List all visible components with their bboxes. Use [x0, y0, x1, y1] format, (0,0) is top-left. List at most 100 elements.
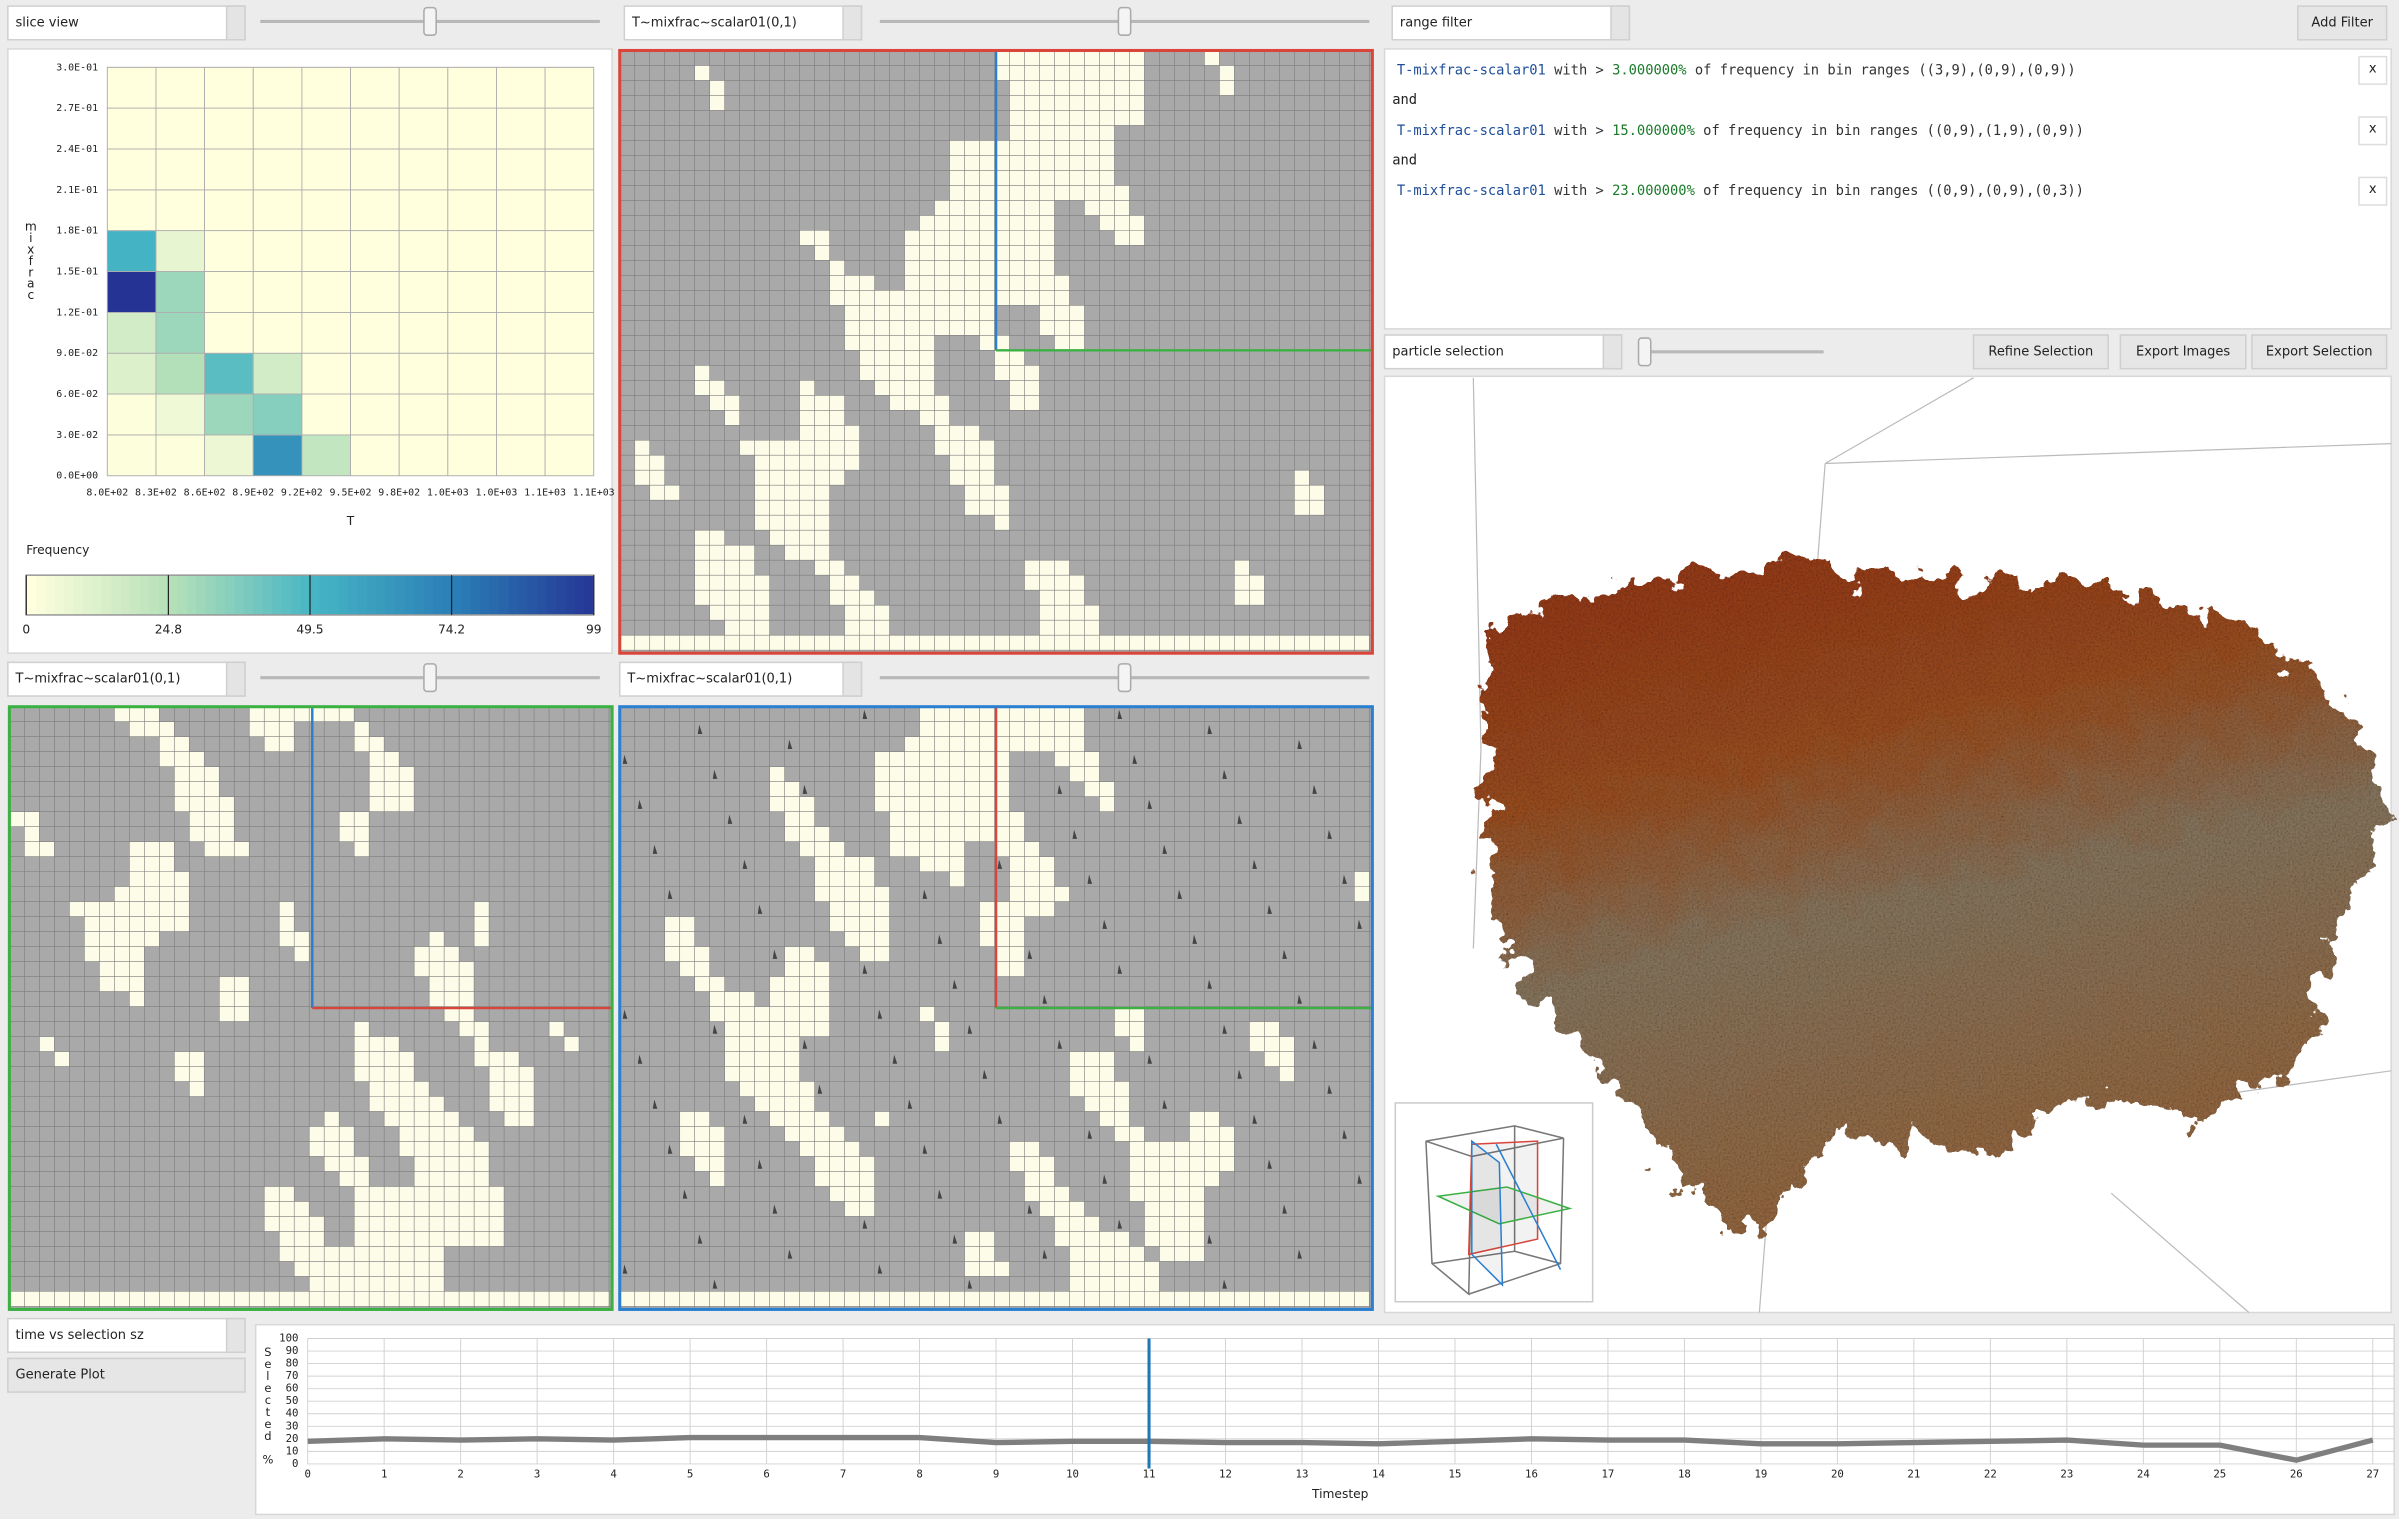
- voxel: [1039, 50, 1055, 66]
- voxel: [754, 1021, 770, 1037]
- voxel: [234, 841, 250, 857]
- colorbar-tick-label: 49.5: [296, 623, 323, 637]
- voxel: [994, 140, 1010, 156]
- voxel: [1189, 1141, 1205, 1157]
- voxel: [1084, 1231, 1100, 1247]
- button-box[interactable]: [2251, 334, 2388, 370]
- voxel: [504, 1111, 520, 1127]
- voxel: [1309, 635, 1325, 651]
- voxel: [889, 841, 905, 857]
- filter-field: T-mixfrac-scalar01: [1397, 62, 1546, 78]
- slider-handle[interactable]: [1637, 337, 1652, 367]
- slider-handle[interactable]: [1117, 6, 1132, 36]
- dropdown-box[interactable]: [7, 5, 246, 41]
- voxel: [99, 916, 115, 932]
- button-box[interactable]: [2119, 334, 2247, 370]
- colorbar-step: [414, 575, 425, 615]
- voxel: [829, 841, 845, 857]
- voxel: [474, 1021, 490, 1037]
- voxel: [859, 590, 875, 606]
- voxel: [114, 706, 130, 722]
- voxel: [1069, 50, 1085, 66]
- voxel: [874, 620, 890, 636]
- button-box[interactable]: [2297, 5, 2388, 41]
- voxel: [429, 1261, 445, 1277]
- heatmap-cell: [496, 148, 546, 191]
- voxel: [174, 766, 190, 782]
- heatmap-cell: [106, 434, 157, 477]
- voxel: [1024, 560, 1040, 576]
- voxel: [844, 1201, 860, 1217]
- dropdown: T~mixfrac~scalar01(0,1): [618, 661, 863, 697]
- voxel: [1084, 170, 1100, 186]
- voxel: [994, 485, 1010, 501]
- heatmap-cell: [106, 189, 157, 232]
- voxel: [129, 916, 145, 932]
- voxel: [294, 1261, 310, 1277]
- colorbar-step: [584, 575, 595, 615]
- dropdown-box[interactable]: [1391, 5, 1631, 41]
- heatmap-cell: [301, 393, 351, 436]
- voxel: [1099, 781, 1115, 797]
- voxel: [709, 1156, 725, 1172]
- voxel: [174, 796, 190, 812]
- heatmap-cell: [350, 352, 400, 395]
- y-tick-label: 0.0E+00: [56, 471, 98, 482]
- voxel: [1099, 1066, 1115, 1082]
- voxel: [1054, 185, 1070, 201]
- remove-button[interactable]: [2358, 116, 2388, 146]
- voxel: [429, 1186, 445, 1202]
- voxel: [844, 856, 860, 872]
- remove-button[interactable]: [2358, 176, 2388, 206]
- voxel: [429, 1246, 445, 1262]
- voxel: [829, 1126, 845, 1142]
- voxel: [1249, 575, 1265, 591]
- voxel: [784, 826, 800, 842]
- slider-handle[interactable]: [1117, 663, 1132, 693]
- voxel: [1114, 1276, 1130, 1292]
- voxel: [994, 245, 1010, 261]
- voxel: [1219, 1291, 1235, 1307]
- voxel: [934, 275, 950, 291]
- voxel: [814, 545, 830, 561]
- dropdown-box[interactable]: [7, 1317, 246, 1354]
- voxel: [844, 1156, 860, 1172]
- voxel: [859, 1291, 875, 1307]
- remove-button[interactable]: [2358, 55, 2388, 85]
- voxel: [1084, 200, 1100, 216]
- voxel: [814, 560, 830, 576]
- voxel: [799, 380, 815, 396]
- button-box[interactable]: [7, 1357, 246, 1393]
- voxel: [1084, 140, 1100, 156]
- voxel: [784, 1111, 800, 1127]
- voxel: [1189, 1186, 1205, 1202]
- voxel: [979, 796, 995, 812]
- button-box[interactable]: [1972, 334, 2109, 370]
- voxel: [339, 1246, 355, 1262]
- voxel: [739, 1066, 755, 1082]
- voxel: [919, 736, 935, 752]
- voxel: [634, 470, 650, 486]
- voxel: [934, 290, 950, 306]
- dropdown-label: T~mixfrac~scalar01(0,1): [15, 672, 181, 687]
- slider-handle[interactable]: [423, 6, 437, 36]
- voxel: [1219, 65, 1235, 81]
- voxel: [994, 721, 1010, 737]
- voxel: [1039, 290, 1055, 306]
- voxel: [1084, 95, 1100, 111]
- voxel: [39, 1036, 55, 1052]
- slider-handle[interactable]: [423, 663, 437, 693]
- voxel: [429, 1231, 445, 1247]
- voxel: [384, 1186, 400, 1202]
- voxel: [129, 901, 145, 917]
- voxel: [799, 961, 815, 977]
- slice-cells: [619, 706, 1370, 1307]
- voxel: [784, 1036, 800, 1052]
- glyph: [952, 979, 958, 989]
- x-tick-label: 14: [1372, 1468, 1385, 1481]
- voxel: [1234, 635, 1250, 651]
- dropdown-box[interactable]: [623, 5, 863, 41]
- y-tick-label: 0: [292, 1457, 298, 1470]
- voxel: [444, 1141, 460, 1157]
- voxel: [189, 826, 205, 842]
